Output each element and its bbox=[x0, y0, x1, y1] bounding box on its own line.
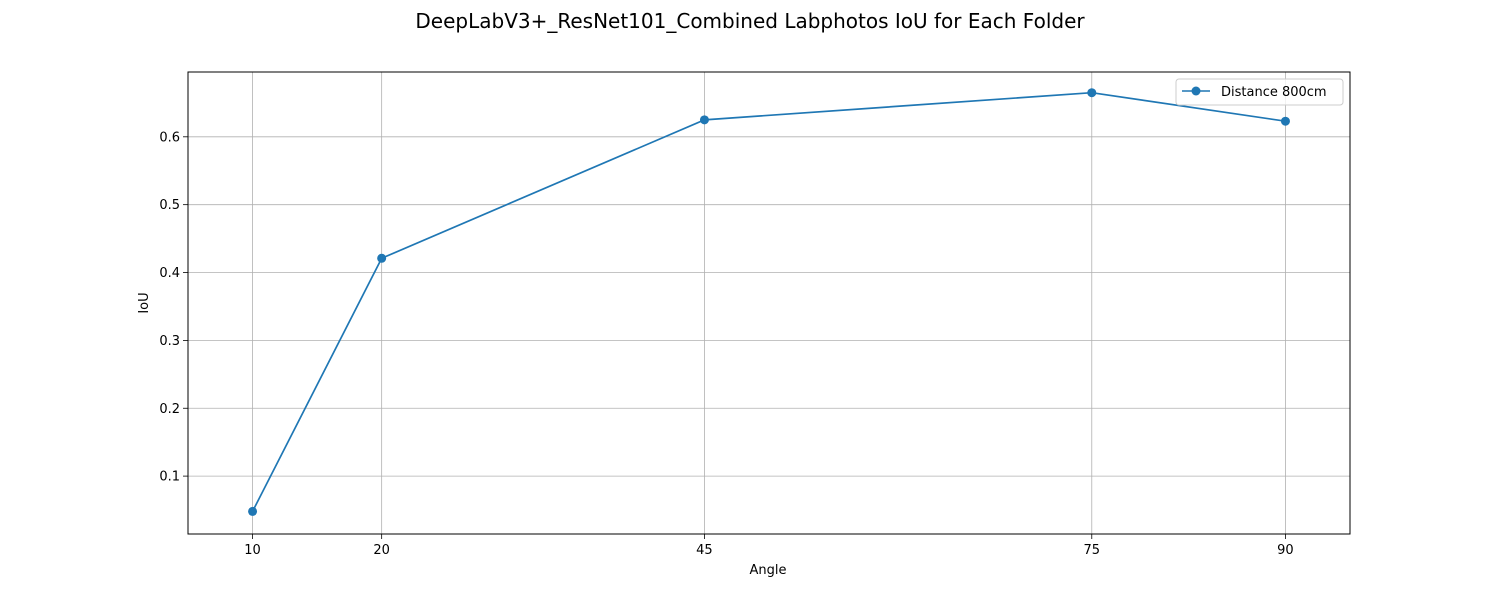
x-tick-label: 90 bbox=[1277, 543, 1294, 558]
y-tick-label: 0.6 bbox=[159, 130, 180, 145]
x-axis: 10 20 45 75 90 bbox=[244, 534, 1294, 558]
x-tick-label: 45 bbox=[696, 543, 713, 558]
data-point bbox=[377, 253, 387, 263]
y-axis-label: IoU bbox=[137, 292, 152, 313]
plot-area-frame bbox=[187, 71, 1351, 535]
data-point bbox=[1280, 116, 1290, 126]
y-tick-label: 0.5 bbox=[159, 198, 180, 213]
series-line bbox=[251, 91, 1286, 512]
legend-label: Distance 800cm bbox=[1221, 85, 1327, 100]
y-tick-label: 0.3 bbox=[159, 334, 180, 349]
y-tick-label: 0.1 bbox=[159, 470, 180, 485]
y-tick-label: 0.2 bbox=[159, 402, 180, 417]
chart-title: DeepLabV3+_ResNet101_Combined Labphotos … bbox=[415, 9, 1085, 33]
x-tick-label: 20 bbox=[373, 543, 390, 558]
x-tick-label: 75 bbox=[1084, 543, 1101, 558]
legend: Distance 800cm bbox=[1175, 78, 1344, 106]
data-point bbox=[248, 506, 258, 516]
legend-marker-sample bbox=[1191, 86, 1201, 96]
data-point bbox=[699, 115, 709, 125]
data-series bbox=[248, 88, 1290, 516]
y-tick-label: 0.4 bbox=[159, 266, 180, 281]
x-tick-label: 10 bbox=[244, 543, 261, 558]
grid-lines bbox=[188, 72, 1350, 534]
x-axis-label: Angle bbox=[750, 563, 787, 578]
legend-box bbox=[1175, 78, 1344, 106]
y-axis: 0.1 0.2 0.3 0.4 0.5 0.6 bbox=[159, 130, 188, 485]
data-point bbox=[1087, 88, 1097, 98]
